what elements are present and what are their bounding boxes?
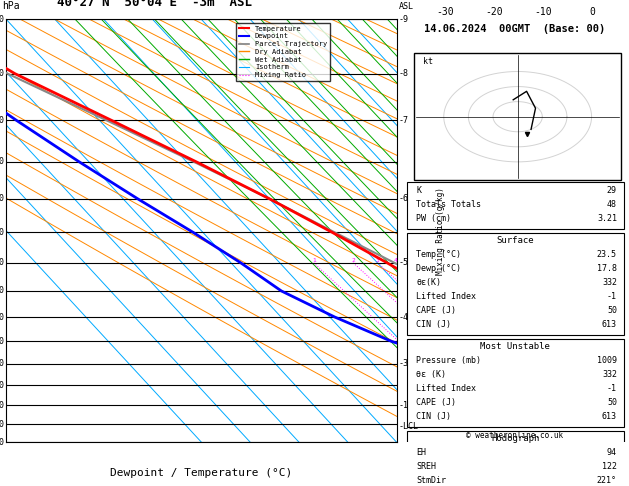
Bar [407,339,623,428]
Text: SREH: SREH [416,462,436,471]
Text: -7: -7 [399,116,409,125]
Text: θε (K): θε (K) [416,370,446,379]
Text: 332: 332 [602,278,617,287]
Text: Temp (°C): Temp (°C) [416,250,461,259]
Text: 2: 2 [352,258,355,263]
Text: 950: 950 [0,420,4,429]
Text: 400: 400 [0,116,4,125]
Text: 48: 48 [607,200,617,208]
Text: -4: -4 [399,312,409,322]
Text: -10: -10 [534,7,552,17]
Text: 221°: 221° [597,476,617,485]
Text: 650: 650 [0,286,4,295]
Text: 900: 900 [0,401,4,410]
Text: 50: 50 [607,306,617,315]
Text: 3.21: 3.21 [597,213,617,223]
Text: -1: -1 [607,384,617,393]
Text: CIN (J): CIN (J) [416,320,451,329]
Text: -1: -1 [607,292,617,301]
Text: Totals Totals: Totals Totals [416,200,481,208]
Text: 800: 800 [0,359,4,368]
Text: 122: 122 [602,462,617,471]
Text: 450: 450 [0,157,4,166]
Text: Hodograph: Hodograph [491,434,540,443]
Text: -5: -5 [399,259,409,267]
Text: 850: 850 [0,381,4,390]
Text: -20: -20 [486,7,503,17]
Text: Mixing Ratio (g/kg): Mixing Ratio (g/kg) [436,187,445,275]
Text: -9: -9 [399,15,409,24]
Text: Most Unstable: Most Unstable [481,342,550,351]
Text: 17.8: 17.8 [597,264,617,273]
Text: -30: -30 [437,7,454,17]
Text: 300: 300 [0,15,4,24]
Text: 0: 0 [589,7,595,17]
Text: 600: 600 [0,259,4,267]
Text: Lifted Index: Lifted Index [416,292,476,301]
Text: © weatheronline.co.uk: © weatheronline.co.uk [465,431,563,440]
Text: CAPE (J): CAPE (J) [416,306,456,315]
Text: K: K [416,186,421,194]
Text: 350: 350 [0,69,4,78]
Text: Pressure (mb): Pressure (mb) [416,356,481,365]
Legend: Temperature, Dewpoint, Parcel Trajectory, Dry Adiabat, Wet Adiabat, Isotherm, Mi: Temperature, Dewpoint, Parcel Trajectory… [236,23,330,81]
Text: StmDir: StmDir [416,476,446,485]
Bar [407,431,623,486]
Text: 40°27'N  50°04'E  -3m  ASL: 40°27'N 50°04'E -3m ASL [57,0,252,9]
Bar [407,182,623,229]
Text: Lifted Index: Lifted Index [416,384,476,393]
Text: Dewpoint / Temperature (°C): Dewpoint / Temperature (°C) [110,468,292,478]
Text: 613: 613 [602,412,617,421]
Text: 29: 29 [607,186,617,194]
Text: CAPE (J): CAPE (J) [416,398,456,407]
Text: 613: 613 [602,320,617,329]
Text: CIN (J): CIN (J) [416,412,451,421]
Text: -3: -3 [399,359,409,368]
Text: hPa: hPa [3,1,20,11]
Text: 700: 700 [0,312,4,322]
Text: kt: kt [423,57,433,67]
Text: -6: -6 [399,194,409,203]
Text: 332: 332 [602,370,617,379]
Text: 3: 3 [376,258,379,263]
Text: EH: EH [416,448,426,457]
Text: Surface: Surface [497,236,534,245]
Bar [407,232,623,335]
Text: 1000: 1000 [0,438,4,447]
Text: Dewp (°C): Dewp (°C) [416,264,461,273]
Text: -1: -1 [399,401,409,410]
Text: 14.06.2024  00GMT  (Base: 00): 14.06.2024 00GMT (Base: 00) [424,24,605,34]
Text: -LCL: -LCL [399,421,419,431]
Text: 550: 550 [0,228,4,237]
Text: PW (cm): PW (cm) [416,213,451,223]
Text: 50: 50 [607,398,617,407]
Text: 1: 1 [312,258,316,263]
Text: 4: 4 [394,258,398,263]
Text: 750: 750 [0,337,4,346]
Text: 500: 500 [0,194,4,203]
Text: km
ASL: km ASL [399,0,414,11]
Text: -8: -8 [399,69,409,78]
Text: 23.5: 23.5 [597,250,617,259]
Bar [414,53,621,180]
Text: θε(K): θε(K) [416,278,441,287]
Text: 94: 94 [607,448,617,457]
Text: 1009: 1009 [597,356,617,365]
